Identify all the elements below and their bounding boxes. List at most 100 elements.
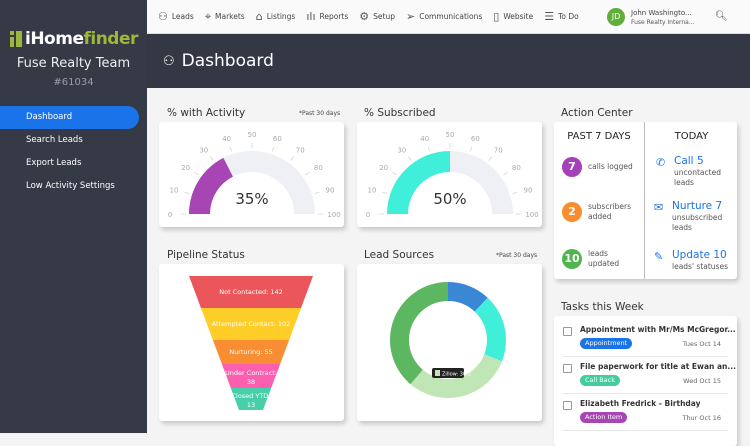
task-title[interactable]: Elizabeth Fredrick - Birthday [580,399,701,408]
stat-label: leads [588,249,608,258]
gauge-activity-card: 0 10 20 30 40 50 60 70 80 90 100 35% [159,122,344,227]
gauge-tick-label: 20 [181,164,190,172]
funnel-stage-value: 13 [247,401,255,409]
gauge-value: 50% [433,190,466,208]
gauge-tick-label: 10 [170,186,179,194]
funnel-stage [221,364,281,388]
lead-sources-card: Zillow: 30.2 [357,264,542,421]
stat-label: updated [588,259,620,268]
funnel-stage [200,308,302,340]
gauge-tick-label: 30 [397,146,406,154]
task-type-badge: Appointment [580,338,633,349]
gauge-tick [194,171,199,176]
gauge-tick-label: 90 [524,186,533,194]
tasks-card: Appointment with Mr/Ms McGregor... Appoin… [554,316,737,446]
today-action-link[interactable]: Nurture 7 [672,200,723,212]
gauge-activity-title: % with Activity [167,107,246,119]
funnel-stage [189,276,313,308]
sidebar-item-low-activity-settings[interactable]: Low Activity Settings [26,181,115,191]
gauge-tick-label: 50 [446,131,455,139]
task-checkbox[interactable] [563,327,572,336]
nav-markets[interactable]: ⌖ Markets [205,10,245,24]
task-date: Thur Oct 16 [682,414,721,422]
funnel-stage-label: Under Contract: [225,369,277,377]
gauge-tick [392,171,397,176]
gauge-tick [427,146,431,152]
account-number: #61034 [53,77,94,88]
lead-sources-title: Lead Sources [364,249,435,261]
gauge-tick-label: 10 [368,186,377,194]
sidebar: iHome finder Fuse Realty Team #61034 Dash… [0,0,147,433]
donut-segment [448,282,488,312]
gauge-tick-label: 60 [273,135,282,143]
today-nurture[interactable]: ✉ Nurture 7 unsubscribed leads [654,200,722,233]
today-action-link[interactable]: Call 5 [674,155,704,167]
nav-to-do[interactable]: ☰ To Do [544,10,579,23]
gauge-tick [469,146,473,152]
gauge-tick [382,191,388,195]
gauge-tick-label: 0 [168,211,172,219]
today-update[interactable]: ✎ Update 10 leads' statuses [654,249,728,272]
sidebar-item-export-leads[interactable]: Export Leads [26,158,82,168]
nav-label: Setup [373,12,395,21]
task-title[interactable]: File paperwork for title at Ewan an... [580,362,736,371]
task-item: Appointment with Mr/Ms McGregor... Appoin… [563,320,736,357]
stat-label: added [588,212,612,221]
gauge-activity-note: *Past 30 days [299,110,341,117]
stat-subscribers-added: 2 subscribers added [562,202,631,222]
task-item: Elizabeth Fredrick - Birthday Action Item… [563,394,728,431]
gauge-tick [184,191,190,195]
list-icon: ☰ [544,10,555,23]
gauge-tick-label: 70 [494,146,503,154]
gauge-tick-label: 50 [248,131,257,139]
sidebar-item-dashboard[interactable]: Dashboard [0,106,139,129]
logo-mark-icon [10,31,22,47]
phone-icon: ✆ [656,156,666,169]
gauge-tick-label: 30 [199,146,208,154]
ihomefinder-logo: iHome finder [10,29,138,49]
home-icon: ⌂ [255,10,263,23]
task-title[interactable]: Appointment with Mr/Ms McGregor... [580,325,736,334]
tooltip-swatch [435,370,440,376]
map-pin-icon: ⌖ [204,9,212,23]
nav-label: Reports [319,12,349,21]
avatar[interactable]: JD [607,8,625,26]
gauge-tick-label: 0 [366,211,370,219]
pipeline-title: Pipeline Status [167,249,245,261]
sidebar-nav: Dashboard Search Leads Export Leads Low … [0,106,139,198]
today-label: uncontacted [674,168,721,177]
gauge-tick-label: 90 [326,186,335,194]
today-call[interactable]: ✆ Call 5 uncontacted leads [656,155,721,188]
nav-label: Communications [419,12,483,21]
nav-communications[interactable]: ➢ Communications [406,10,482,23]
nav-listings[interactable]: ⌂ Listings [256,10,296,23]
search-icon[interactable]: 🔍︎ [715,11,728,22]
stat-calls-logged: 7 calls logged [562,157,633,177]
logo-text-accent: finder [83,29,138,49]
nav-setup[interactable]: ⚙ Setup [359,10,395,23]
sidebar-item-search-leads[interactable]: Search Leads [26,135,83,145]
person-icon: ⚇ [158,10,168,23]
user-name: John Washingto... [631,9,692,17]
funnel-stage-value: 38 [247,378,255,386]
gauge-fill [189,157,233,214]
count-badge: 10 [562,249,582,269]
gauge-tick-label: 70 [296,146,305,154]
user-menu[interactable]: John Washingto... Fuse Realty Interna... [631,9,695,27]
nav-label: To Do [558,12,579,21]
gauge-tick-label: 20 [379,164,388,172]
lead-sources-note: *Past 30 days [496,252,538,259]
action-center-title: Action Center [561,107,633,119]
task-checkbox[interactable] [563,364,572,373]
today-action-link[interactable]: Update 10 [672,249,727,261]
user-org: Fuse Realty Interna... [631,19,695,26]
nav-website[interactable]: ▯ Website [493,10,533,23]
edit-icon: ✎ [654,250,664,263]
nav-reports[interactable]: ılı Reports [306,10,348,23]
team-name: Fuse Realty Team [16,56,131,71]
gauge-subscribed-card: 0 10 20 30 40 50 60 70 80 90 100 50% [357,122,542,227]
nav-leads[interactable]: ⚇ Leads [158,10,194,23]
nav-label: Listings [266,12,296,21]
task-checkbox[interactable] [563,401,572,410]
bar-chart-icon: ılı [306,10,316,23]
